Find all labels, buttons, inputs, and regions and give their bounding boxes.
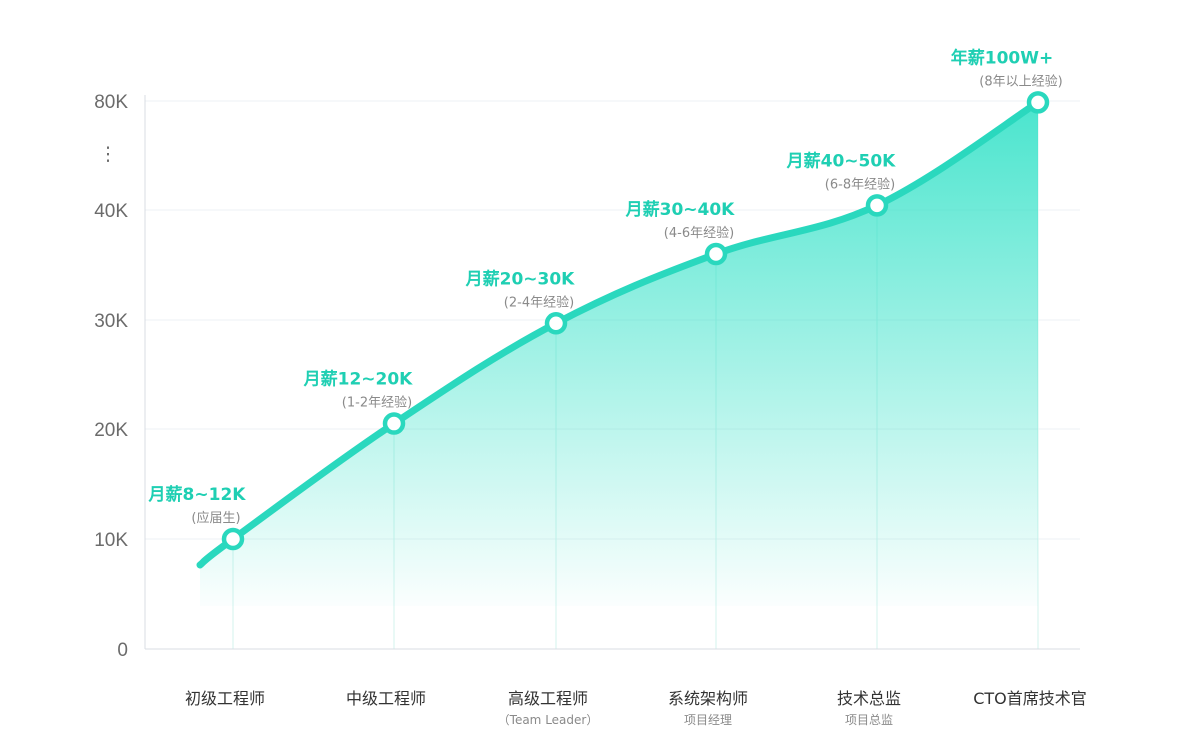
salary-annotation-sub: (6-8年经验) — [825, 176, 895, 192]
salary-annotation-main: 月薪30~40K — [625, 200, 736, 220]
label-layer: 0 10K 20K 30K 40K 80K ⋮ 月薪8~12K (应届生) 月薪12~20K (1-… — [94, 47, 1087, 727]
salary-annotation-main: 月薪8~12K — [148, 485, 247, 505]
x-category-label: 中级工程师 — [346, 689, 426, 708]
salary-annotation-sub: (4-6年经验) — [664, 225, 734, 241]
y-tick-label: 30K — [94, 311, 128, 332]
salary-annotation-main: 年薪100W+ — [951, 47, 1053, 68]
salary-annotation-sub: (2-4年经验) — [504, 294, 574, 310]
salary-annotation-main: 月薪12~20K — [303, 370, 414, 390]
x-category-label: 系统架构师 — [668, 689, 748, 708]
area-layer — [200, 102, 1038, 607]
data-point — [544, 312, 568, 335]
x-category-label: 初级工程师 — [185, 689, 265, 708]
x-category-label: CTO首席技术官 — [973, 689, 1087, 708]
x-category-label: 技术总监 — [837, 689, 901, 708]
x-category-sublabel: 项目总监 — [845, 713, 893, 727]
y-tick-label: 20K — [94, 420, 128, 441]
salary-annotation-sub: (8年以上经验) — [979, 73, 1062, 89]
x-category-sublabel: （Team Leader） — [498, 713, 599, 727]
salary-annotation-main: 月薪20~30K — [465, 269, 576, 289]
data-point — [704, 242, 728, 266]
y-tick-label: 10K — [94, 530, 128, 551]
axis-layer — [144, 95, 1080, 650]
data-point — [382, 412, 406, 435]
data-point — [1026, 91, 1050, 114]
y-axis-break-icon: ⋮ — [99, 144, 118, 165]
salary-annotation-main: 月薪40~50K — [786, 151, 897, 171]
y-tick-label: 40K — [94, 201, 128, 222]
salary-annotation-sub: (1-2年经验) — [342, 395, 412, 411]
salary-area-fill — [200, 102, 1038, 607]
y-tick-label: 0 — [117, 640, 128, 661]
x-category-label: 高级工程师 — [508, 689, 588, 708]
data-point — [221, 527, 245, 551]
salary-annotation-sub: (应届生) — [191, 510, 240, 526]
data-point — [865, 194, 889, 217]
x-category-sublabel: 项目经理 — [684, 713, 732, 727]
point-layer — [221, 91, 1050, 551]
y-tick-label: 80K — [94, 92, 128, 113]
